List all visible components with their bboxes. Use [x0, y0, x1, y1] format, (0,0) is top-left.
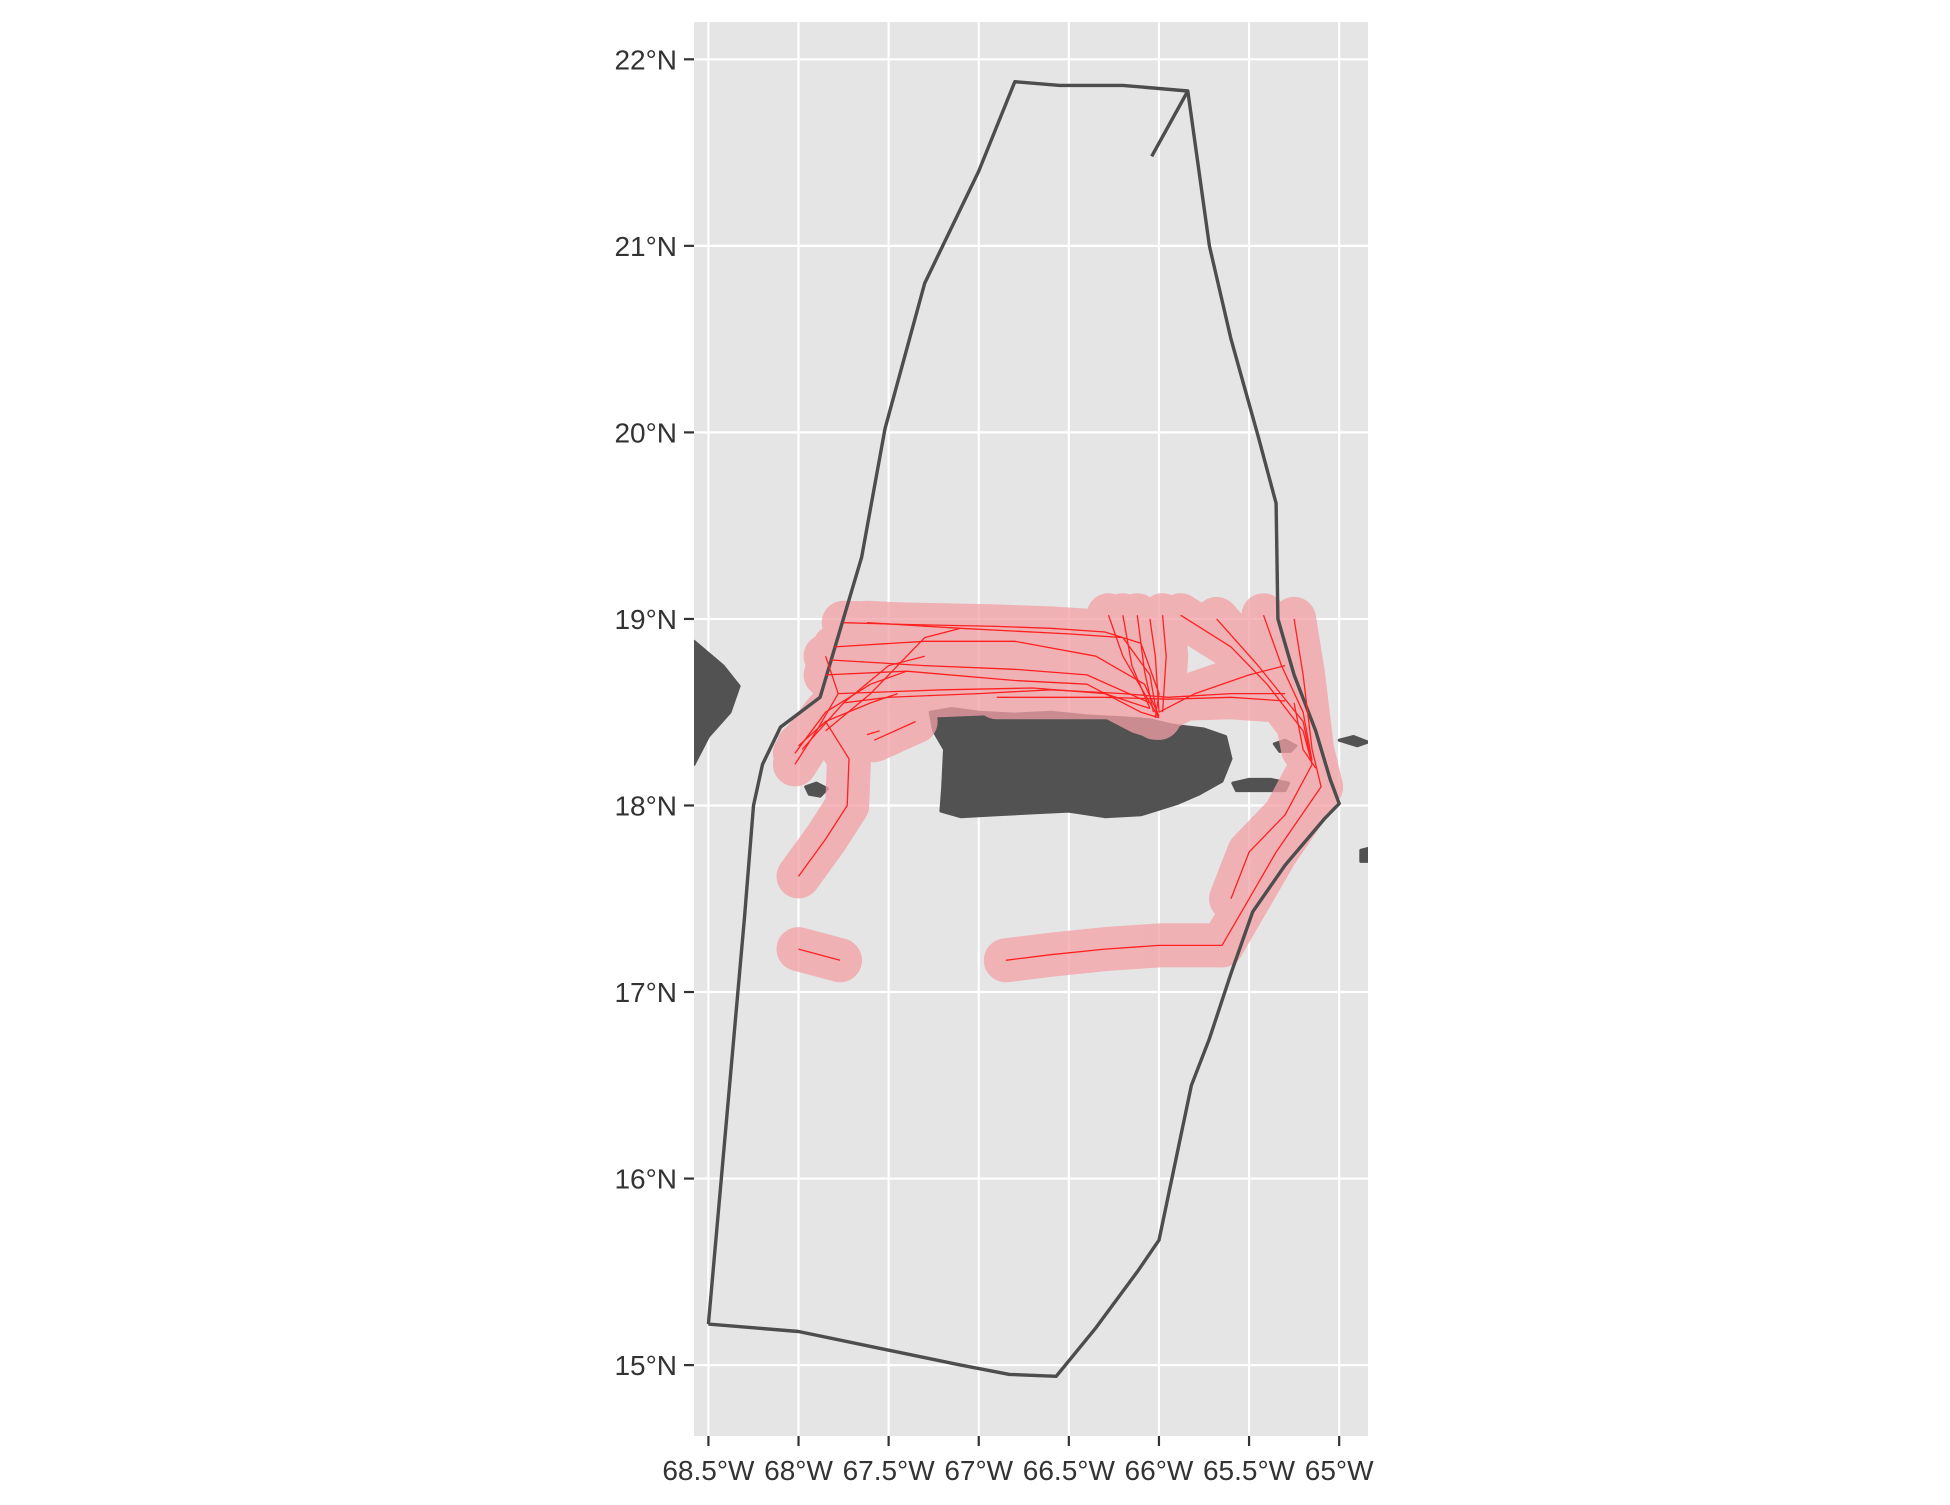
x-tick-label: 65°W: [1305, 1455, 1374, 1486]
survey-track-line: [1122, 615, 1151, 709]
y-tick-label: 19°N: [614, 604, 677, 635]
survey-track-line: [797, 721, 850, 877]
survey-track-line: [798, 948, 841, 961]
survey-track-line: [801, 655, 925, 750]
x-tick-label: 68°W: [764, 1455, 833, 1486]
survey-track-line: [1158, 664, 1286, 713]
survey-track-line: [1136, 615, 1155, 713]
survey-track-line: [866, 622, 1158, 717]
y-tick-label: 18°N: [614, 790, 677, 821]
survey-track-line: [834, 640, 1160, 717]
survey-track-line: [843, 689, 1286, 704]
survey-track-line: [1221, 618, 1322, 946]
track-buffer: [983, 923, 1244, 983]
survey-track-line: [1180, 614, 1313, 765]
survey-track-line: [794, 670, 907, 754]
x-tick-label: 68.5°W: [662, 1455, 755, 1486]
y-tick-label: 22°N: [614, 44, 677, 75]
survey-track-line: [996, 696, 1286, 702]
y-tick-label: 16°N: [614, 1164, 677, 1195]
x-tick-label: 66.5°W: [1023, 1455, 1116, 1486]
survey-track-line: [1293, 702, 1317, 769]
track-layer: [794, 614, 1322, 961]
land-mona: [804, 781, 829, 798]
boundary-layer: [706, 79, 1341, 1379]
boundary-spur-line: [1150, 90, 1190, 158]
survey-track-line: [1262, 614, 1313, 761]
survey-track-line: [825, 670, 1160, 719]
y-tick-label: 15°N: [614, 1350, 677, 1381]
x-tick-label: 67°W: [944, 1455, 1013, 1486]
survey-track-line: [1230, 764, 1313, 900]
land-hispaniola: [694, 639, 741, 766]
survey-track-line: [1107, 614, 1151, 704]
y-tick-label: 17°N: [614, 977, 677, 1008]
survey-track-line: [1005, 944, 1222, 961]
survey-track-line: [843, 622, 1160, 718]
survey-track-line: [873, 720, 916, 741]
x-tick-label: 67.5°W: [843, 1455, 936, 1486]
x-tick-label: 65.5°W: [1203, 1455, 1296, 1486]
x-tick-label: 66°W: [1125, 1455, 1194, 1486]
land-virgin-islands: [1337, 735, 1368, 748]
land-st-croix: [1359, 846, 1368, 863]
y-tick-label: 20°N: [614, 417, 677, 448]
survey-track-line: [794, 655, 839, 765]
eez-boundary-line: [706, 79, 1341, 1379]
axes: 15°N 16°N 17°N 18°N 19°N 20°N 21°N 22°N 68.5°W 68…: [614, 44, 1374, 1486]
survey-track-line: [1149, 618, 1160, 713]
survey-track-line: [1161, 615, 1167, 713]
survey-track-line: [838, 687, 1151, 710]
survey-track-line: [1216, 618, 1313, 765]
y-tick-label: 21°N: [614, 231, 677, 262]
survey-track-line: [866, 730, 880, 736]
survey-track-line: [825, 627, 961, 732]
